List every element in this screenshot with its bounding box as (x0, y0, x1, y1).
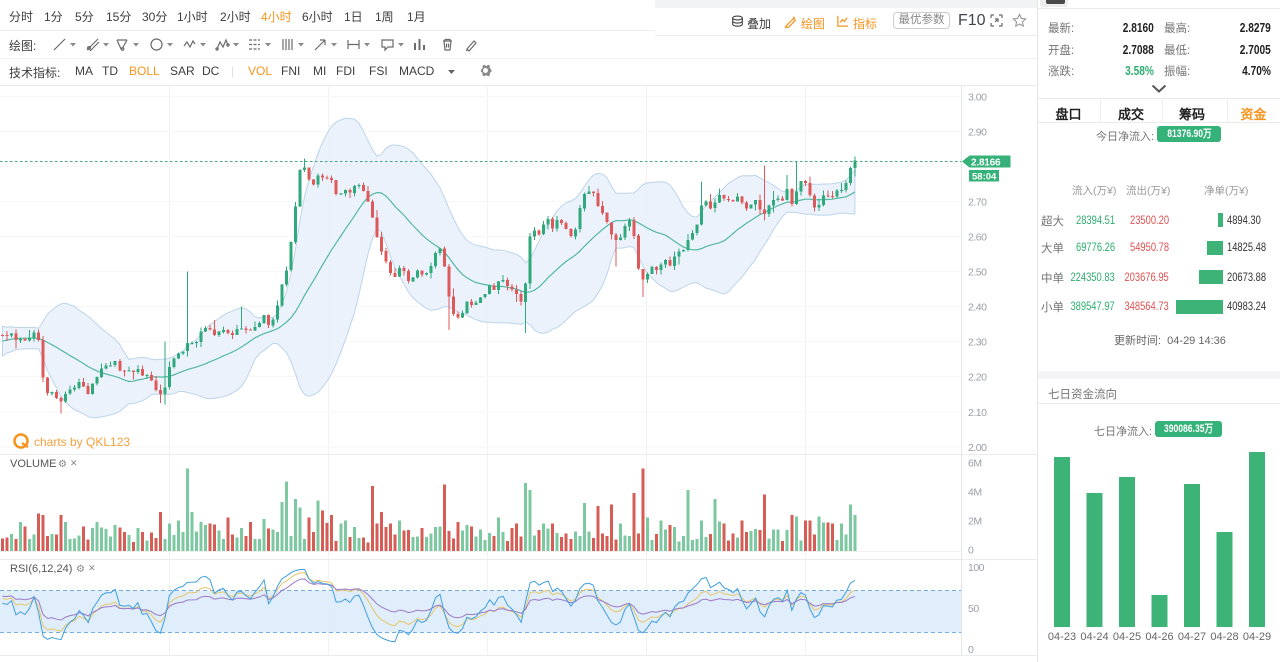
svg-text:2.60: 2.60 (968, 232, 987, 244)
svg-text:VOLUME: VOLUME (10, 458, 56, 470)
svg-text:6M: 6M (968, 458, 982, 470)
svg-text:2.90: 2.90 (968, 126, 987, 138)
svg-text:✕: ✕ (88, 563, 96, 573)
svg-text:04-25: 04-25 (1113, 631, 1141, 643)
svg-text:2.50: 2.50 (968, 267, 987, 279)
svg-text:3.00: 3.00 (968, 91, 987, 103)
svg-text:58:04: 58:04 (972, 172, 997, 183)
svg-text:2.8166: 2.8166 (971, 158, 1001, 169)
svg-text:04-29: 04-29 (1243, 631, 1271, 643)
svg-text:⚙: ⚙ (76, 564, 85, 575)
svg-text:50: 50 (968, 603, 979, 615)
svg-text:2.00: 2.00 (968, 442, 987, 454)
svg-text:2.70: 2.70 (968, 196, 987, 208)
svg-text:04-23: 04-23 (1048, 631, 1076, 643)
svg-text:100: 100 (968, 562, 985, 574)
svg-text:04-26: 04-26 (1145, 631, 1173, 643)
svg-text:2.20: 2.20 (968, 372, 987, 384)
svg-text:✕: ✕ (70, 458, 78, 468)
svg-text:04-28: 04-28 (1210, 631, 1238, 643)
svg-text:2M: 2M (968, 516, 982, 528)
svg-text:4M: 4M (968, 487, 982, 499)
svg-text:charts by QKL123: charts by QKL123 (34, 435, 130, 449)
svg-text:2.10: 2.10 (968, 407, 987, 419)
svg-text:0: 0 (968, 644, 974, 656)
svg-text:2.40: 2.40 (968, 302, 987, 314)
svg-text:RSI(6,12,24): RSI(6,12,24) (10, 563, 72, 575)
svg-text:⚙: ⚙ (58, 459, 67, 470)
svg-text:0: 0 (968, 545, 974, 557)
svg-text:04-24: 04-24 (1080, 631, 1108, 643)
svg-text:04-27: 04-27 (1178, 631, 1206, 643)
svg-text:2.30: 2.30 (968, 337, 987, 349)
